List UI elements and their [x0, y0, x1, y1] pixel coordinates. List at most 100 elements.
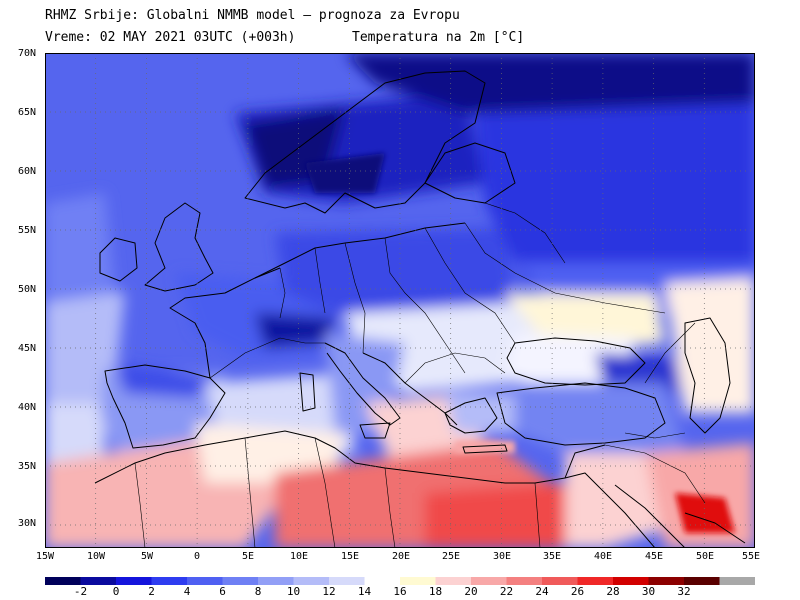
lon-tick-label: 35E: [543, 551, 562, 562]
border-line: [314, 437, 336, 548]
colorbar-swatch: [364, 577, 401, 585]
colorbar-swatch: [400, 577, 436, 585]
colorbar-swatch: [293, 577, 330, 585]
colorbar-label: 26: [570, 585, 585, 598]
lon-tick-label: 5W: [141, 551, 154, 562]
border-line: [484, 202, 566, 264]
atlantic-northwest-zone: [45, 193, 115, 303]
colorbar-label: 4: [183, 585, 191, 598]
russia-zone: [475, 103, 755, 283]
anatolia-zone: [515, 383, 685, 453]
border-line: [209, 337, 325, 379]
colorbar: [45, 577, 755, 585]
colorbar-swatch: [719, 577, 755, 585]
border-line: [534, 482, 541, 548]
map-grid: [45, 53, 755, 548]
map-title: RHMZ Srbije: Globalni NMMB model — progn…: [45, 8, 460, 23]
border-line: [464, 222, 666, 314]
border-line: [604, 444, 706, 504]
colorbar-swatch: [258, 577, 294, 585]
north-africa-coastline: [94, 430, 601, 489]
france-coastline: [169, 267, 281, 379]
lon-tick-label: 15E: [341, 551, 360, 562]
red-sea-coastline: [599, 484, 686, 548]
colorbar-swatch: [471, 577, 507, 585]
lon-tick-label: 40E: [594, 551, 613, 562]
baltic-cold-zone: [305, 153, 385, 193]
saudi-hot-zone: [675, 493, 735, 533]
persian-gulf-coastline: [684, 512, 746, 544]
lon-tick-label: 10W: [87, 551, 106, 562]
border-line: [644, 322, 696, 384]
lat-tick-label: 65N: [18, 107, 37, 118]
colorbar-label: 8: [254, 585, 262, 598]
forecast-time: Vreme: 02 MAY 2021 03UTC (+003h): [45, 30, 296, 45]
colorbar-label: 22: [499, 585, 514, 598]
colorbar-swatch: [684, 577, 720, 585]
great-britain-coastline: [144, 202, 214, 292]
colorbar-label: 24: [535, 585, 549, 598]
sardinia-coastline: [299, 372, 316, 412]
black-sea-coastline: [506, 337, 646, 386]
lon-tick-label: 45E: [645, 551, 664, 562]
caspian-coastline: [684, 317, 731, 434]
lat-tick-label: 40N: [18, 402, 37, 413]
lat-tick-label: 60N: [18, 166, 37, 177]
colorbar-label: 30: [641, 585, 656, 598]
alps-cold-zone: [255, 313, 335, 348]
lat-tick-label: 55N: [18, 225, 37, 236]
colorbar-swatch: [80, 577, 117, 585]
egypt-zone: [425, 483, 575, 548]
variable-label: Temperatura na 2m [°C]: [352, 30, 525, 45]
border-line: [279, 267, 286, 319]
map-frame: [45, 53, 755, 548]
sicily-coastline: [359, 422, 391, 439]
colorbar-swatch: [45, 577, 81, 585]
lon-tick-label: 50E: [696, 551, 715, 562]
colorbar-label: 32: [677, 585, 691, 598]
colorbar-swatch: [329, 577, 365, 585]
lat-tick-label: 70N: [18, 48, 37, 59]
scandinavia-coastline: [244, 70, 486, 214]
colorbar-label: 2: [148, 585, 155, 598]
lat-tick-label: 35N: [18, 461, 37, 472]
colorbar-label: 18: [428, 585, 443, 598]
border-line: [244, 437, 256, 548]
border-line: [384, 237, 466, 374]
finland-coastline: [424, 142, 516, 204]
colorbar-swatch: [116, 577, 152, 585]
lon-tick-label: 25E: [442, 551, 461, 562]
central-europe-zone: [275, 228, 515, 318]
lon-tick-label: 30E: [493, 551, 512, 562]
lon-tick-label: 10E: [290, 551, 309, 562]
border-line: [344, 242, 366, 354]
ireland-coastline: [99, 237, 138, 282]
anatolia-coastline: [496, 382, 666, 446]
colorbar-swatch: [187, 577, 223, 585]
lat-tick-label: 45N: [18, 343, 37, 354]
northern-sea-zone: [345, 53, 755, 113]
colorbar-label: 20: [464, 585, 478, 598]
caspian-zone: [665, 278, 755, 413]
border-line: [384, 467, 396, 548]
north-africa-coast-zone: [195, 423, 345, 483]
adriatic-coastline: [362, 352, 458, 426]
lon-tick-label: 20E: [392, 551, 411, 562]
lon-tick-label: 55E: [742, 551, 761, 562]
lon-tick-label: 0: [194, 551, 201, 562]
aegean-zone: [445, 393, 515, 433]
colorbar-swatch: [222, 577, 259, 585]
border-line: [134, 462, 146, 548]
lat-tick-label: 30N: [18, 518, 37, 529]
colorbar-label: -2: [73, 585, 88, 598]
border-line: [624, 432, 686, 439]
colorbar-label: 16: [393, 585, 407, 598]
temperature-map: [45, 53, 755, 548]
greece-coastline: [444, 397, 498, 434]
colorbar-label: 6: [219, 585, 226, 598]
lon-tick-label: 15W: [36, 551, 55, 562]
colorbar-swatch: [506, 577, 543, 585]
colorbar-label: 10: [286, 585, 301, 598]
colorbar-swatch: [648, 577, 685, 585]
levant-coastline: [564, 444, 606, 479]
